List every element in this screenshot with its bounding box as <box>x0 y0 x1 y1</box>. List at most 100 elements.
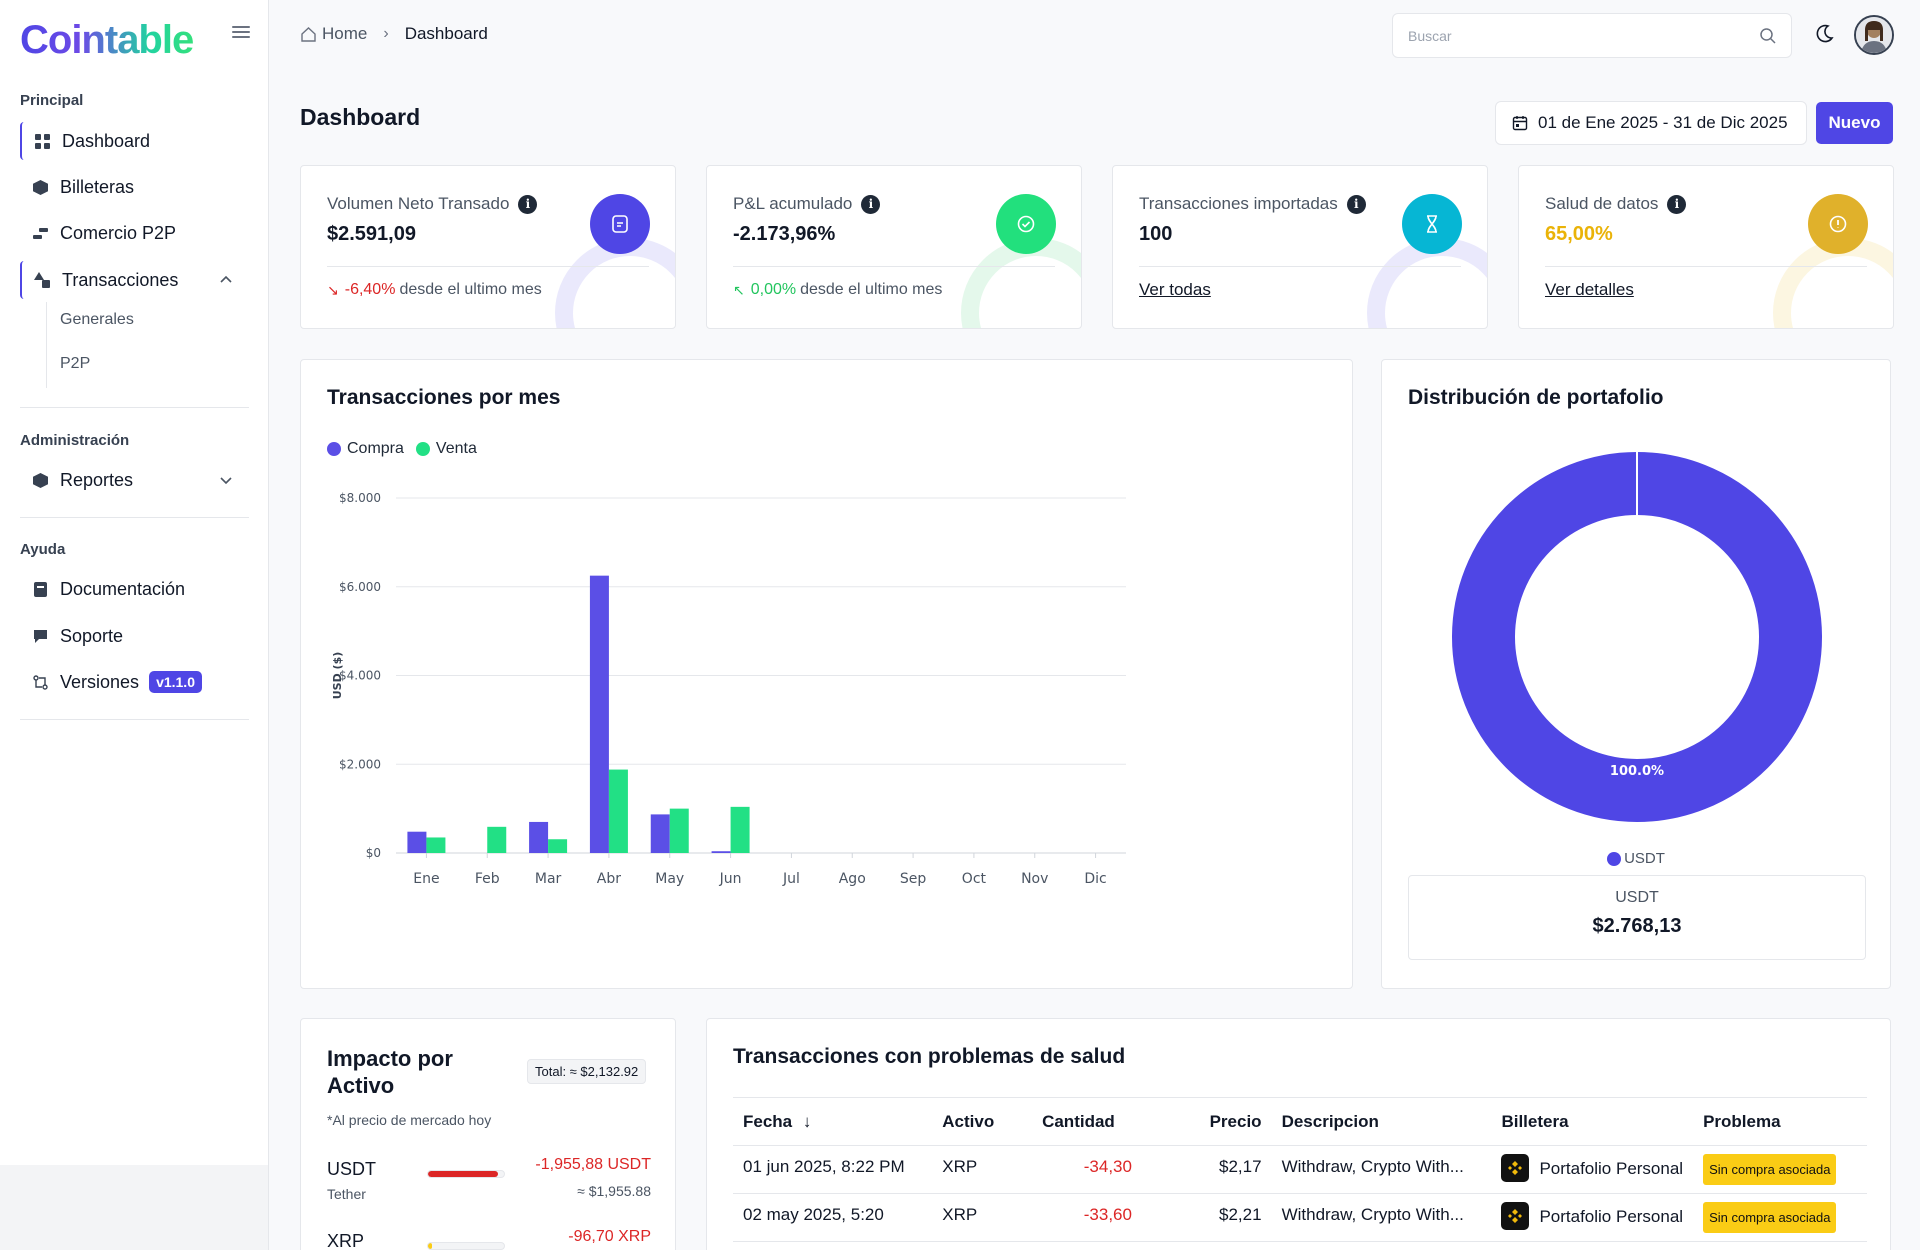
portfolio-title: Distribución de portafolio <box>1408 386 1664 409</box>
sidebar-item-documentacion[interactable]: Documentación <box>20 570 248 608</box>
date-range-picker[interactable]: 01 de Ene 2025 - 31 de Dic 2025 <box>1495 101 1807 145</box>
sidebar-item-billeteras[interactable]: Billeteras <box>20 168 248 206</box>
impact-title: Impacto por Activo <box>327 1046 453 1098</box>
donut-legend: USDT <box>1382 850 1890 867</box>
stat-delta-text: desde el ultimo mes <box>800 281 943 298</box>
cell-descripcion: Withdraw, Crypto With... <box>1271 1193 1492 1242</box>
cell-precio: $2,21 <box>1141 1193 1272 1242</box>
stat-label: Transacciones importadas i <box>1139 194 1366 214</box>
x-tick-label: Sep <box>900 871 927 887</box>
check-circle-icon <box>996 194 1056 254</box>
asset-amount: -1,955,88 USDT <box>535 1156 651 1173</box>
col-header-problema[interactable]: Problema <box>1693 1097 1867 1146</box>
col-header-descripcion[interactable]: Descripcion <box>1271 1097 1492 1146</box>
section-label-principal: Principal <box>20 92 84 109</box>
search-input[interactable] <box>1393 14 1733 57</box>
cell-problema: Sin compra asociada <box>1693 1193 1867 1242</box>
sidebar-subitem-p2p[interactable]: P2P <box>60 355 91 372</box>
sidebar-item-comercio-p2p[interactable]: Comercio P2P <box>20 214 248 252</box>
y-tick-label: $6.000 <box>339 580 381 594</box>
col-header-precio[interactable]: Precio <box>1141 1097 1272 1146</box>
sidebar-item-reportes[interactable]: Reportes <box>20 461 248 499</box>
sidebar-item-dashboard[interactable]: Dashboard <box>20 122 248 160</box>
sidebar-divider <box>20 407 249 408</box>
sidebar-item-versiones[interactable]: Versiones v1.1.0 <box>20 663 248 701</box>
chart-card-transacciones: Transacciones por mes Compra Venta $0 $2.… <box>300 359 1353 989</box>
date-range-label: 01 de Ene 2025 - 31 de Dic 2025 <box>1538 113 1788 132</box>
info-icon[interactable]: i <box>518 194 538 214</box>
version-badge: v1.1.0 <box>149 671 202 693</box>
bar-venta-feb <box>487 826 507 853</box>
ver-todas-link[interactable]: Ver todas <box>1139 280 1211 299</box>
menu-toggle-icon[interactable] <box>232 26 250 40</box>
sidebar-item-soporte[interactable]: Soporte <box>20 617 248 655</box>
cell-billetera: Portafolio Personal <box>1491 1193 1694 1242</box>
x-tick-label: Abr <box>597 871 621 887</box>
stat-delta-value: -6,40% <box>344 281 396 298</box>
col-header-billetera[interactable]: Billetera <box>1491 1097 1694 1146</box>
asset-row-xrp[interactable]: XRP -96,70 XRP <box>327 1228 651 1250</box>
x-tick-label: Feb <box>475 871 500 887</box>
summary-asset-value: $2.768,13 <box>1592 915 1682 937</box>
app-logo-text: Cointable <box>20 18 194 62</box>
asset-row-usdt[interactable]: USDT Tether -1,955,88 USDT ≈ $1,955.88 <box>327 1156 651 1209</box>
sidebar-item-label: Versiones <box>60 671 140 692</box>
info-icon[interactable]: i <box>861 194 881 214</box>
bar-compra-ene <box>407 831 427 853</box>
info-icon[interactable]: i <box>1667 194 1687 214</box>
sidebar-item-label: Dashboard <box>62 130 151 151</box>
col-header-fecha[interactable]: Fecha ↓ <box>733 1097 933 1146</box>
chart-title: Transacciones por mes <box>327 386 561 409</box>
bar-compra-may <box>650 814 670 853</box>
problem-badge: Sin compra asociada <box>1703 1202 1837 1233</box>
new-button[interactable]: Nuevo <box>1816 102 1893 144</box>
asset-impact-bar <box>427 1170 505 1178</box>
moon-icon[interactable] <box>1813 23 1835 45</box>
cell-fecha: 01 jun 2025, 8:22 PM <box>733 1145 933 1194</box>
exchange-icon <box>32 225 48 241</box>
legend-item-compra[interactable]: Compra <box>327 440 404 458</box>
col-header-cantidad[interactable]: Cantidad <box>1032 1097 1142 1146</box>
bar-venta-mar <box>548 839 568 853</box>
stat-value: -2.173,96% <box>733 223 836 245</box>
y-tick-label: $2.000 <box>339 757 381 771</box>
col-header-label: Fecha <box>743 1111 793 1131</box>
stat-card-transacciones: Transacciones importadas i 100 Ver todas <box>1112 165 1488 329</box>
user-avatar[interactable] <box>1854 15 1894 55</box>
bar-venta-may <box>669 808 689 853</box>
portfolio-summary: USDT $2.768,13 <box>1408 875 1866 960</box>
app-logo[interactable]: Cointable <box>20 18 194 63</box>
legend-dot <box>327 442 341 456</box>
problem-badge: Sin compra asociada <box>1703 1154 1837 1185</box>
stat-delta-value: 0,00% <box>750 281 797 298</box>
page-title: Dashboard <box>300 104 421 130</box>
chart-legend: Compra Venta <box>327 440 489 458</box>
sidebar-divider <box>20 517 249 518</box>
breadcrumb-home[interactable]: Home <box>300 24 367 44</box>
x-tick-label: Mar <box>535 871 562 887</box>
table-row[interactable]: 02 may 2025, 5:20 XRP -33,60 $2,21 Withd… <box>733 1193 1867 1242</box>
sidebar-item-label: Reportes <box>60 469 134 490</box>
bar-venta-jun <box>730 806 750 853</box>
stat-value: $2.591,09 <box>327 223 416 245</box>
box-icon <box>32 472 48 488</box>
stat-value: 100 <box>1139 223 1173 245</box>
impact-card: Impacto por Activo Total: ≈ $2,132.92 *A… <box>300 1018 676 1250</box>
y-tick-label: $4.000 <box>339 669 381 683</box>
sidebar-subitem-generales[interactable]: Generales <box>60 311 134 328</box>
ver-detalles-link[interactable]: Ver detalles <box>1545 280 1634 299</box>
info-icon[interactable]: i <box>1346 194 1366 214</box>
col-header-activo[interactable]: Activo <box>932 1097 1033 1146</box>
x-tick-label: Jun <box>719 871 742 887</box>
y-tick-label: $0 <box>366 846 381 860</box>
stat-value: 65,00% <box>1545 223 1613 245</box>
chat-icon <box>32 628 48 644</box>
legend-item-venta[interactable]: Venta <box>415 440 477 458</box>
bar-compra-abr <box>589 575 609 853</box>
home-icon <box>301 26 316 42</box>
sidebar-footer <box>0 1165 268 1250</box>
stat-delta-text: desde el ultimo mes <box>399 281 542 298</box>
sidebar-item-transacciones[interactable]: Transacciones <box>20 261 248 299</box>
table-row[interactable]: 01 jun 2025, 8:22 PM XRP -34,30 $2,17 Wi… <box>733 1145 1867 1194</box>
search-icon[interactable] <box>1759 27 1777 45</box>
